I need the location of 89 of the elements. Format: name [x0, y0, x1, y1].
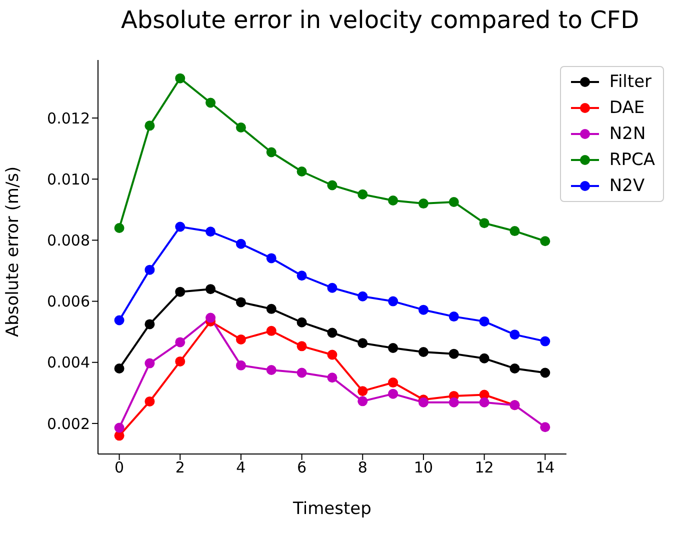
legend-label: Filter [609, 71, 652, 94]
point [266, 365, 276, 376]
point [510, 226, 520, 236]
point [206, 226, 216, 237]
legend-label: RPCA [609, 149, 655, 172]
point [479, 397, 490, 408]
point [418, 304, 428, 315]
legend-label: DAE [609, 97, 645, 120]
y-tick-label: 0.008 [47, 232, 90, 250]
point [266, 304, 276, 314]
point [418, 198, 428, 209]
point [144, 264, 155, 275]
point [296, 270, 307, 281]
point [296, 341, 307, 352]
point [388, 388, 398, 399]
point [540, 422, 550, 432]
point [388, 378, 398, 388]
point [144, 120, 155, 131]
point [540, 368, 550, 378]
point [358, 386, 368, 396]
x-tick-label: 10 [414, 458, 434, 477]
point [236, 122, 246, 132]
point [175, 73, 186, 84]
point [236, 334, 246, 344]
point [358, 396, 368, 406]
point [327, 328, 338, 338]
point [448, 197, 459, 208]
point [144, 319, 155, 330]
point [144, 358, 155, 368]
point [206, 98, 216, 108]
point [510, 330, 520, 340]
point [114, 315, 124, 326]
point [418, 346, 428, 357]
point [540, 236, 550, 246]
y-tick-label: 0.006 [47, 292, 90, 311]
point [206, 284, 216, 294]
point [327, 180, 338, 190]
point [358, 338, 368, 348]
point [448, 312, 459, 322]
point [266, 326, 276, 336]
point [448, 348, 459, 359]
point [296, 368, 307, 378]
point [175, 286, 186, 297]
point [388, 296, 398, 306]
point [236, 238, 246, 249]
point [327, 282, 338, 293]
point [114, 363, 124, 374]
point [236, 297, 246, 308]
point [510, 363, 520, 374]
point [358, 189, 368, 200]
point [236, 360, 246, 370]
point [266, 253, 276, 264]
x-tick-label: 14 [536, 458, 555, 477]
point [144, 396, 155, 406]
point [448, 397, 459, 408]
point [327, 350, 338, 360]
y-tick-label: 0.004 [47, 354, 90, 372]
legend-label: N2N [609, 123, 646, 146]
point [388, 195, 398, 206]
legend-label: N2V [609, 175, 645, 198]
point [206, 312, 216, 323]
y-tick-label: 0.010 [47, 170, 90, 188]
x-tick-label: 6 [297, 458, 307, 477]
y-axis-title: Absolute error (m/s) [3, 166, 24, 337]
x-tick-label: 4 [236, 458, 246, 477]
point [114, 422, 124, 433]
point [479, 316, 490, 326]
x-tick-label: 0 [114, 458, 124, 477]
point [418, 397, 428, 408]
chart-title: Absolute error in velocity compared to CFD [120, 6, 640, 34]
y-tick-label: 0.012 [47, 109, 90, 128]
point [175, 337, 186, 348]
x-tick-label: 8 [358, 458, 368, 477]
x-tick-label: 2 [175, 458, 185, 477]
point [327, 372, 338, 383]
point [358, 291, 368, 302]
point [296, 317, 307, 328]
y-tick-label: 0.002 [47, 414, 90, 433]
x-tick-label: 12 [474, 458, 494, 477]
x-axis-title: Timestep [292, 499, 372, 519]
point [175, 356, 186, 366]
point [175, 222, 186, 232]
point [266, 147, 276, 158]
point [540, 336, 550, 346]
point [296, 166, 307, 176]
point [388, 343, 398, 354]
point [479, 218, 490, 228]
point [479, 353, 490, 364]
point [114, 222, 124, 233]
